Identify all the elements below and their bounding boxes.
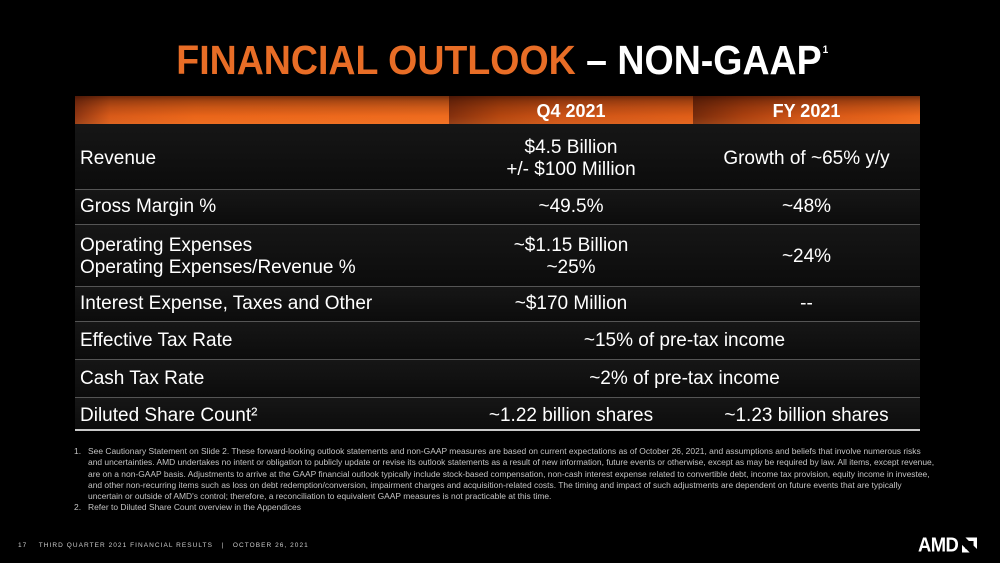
svg-text:AMD: AMD: [918, 536, 959, 554]
